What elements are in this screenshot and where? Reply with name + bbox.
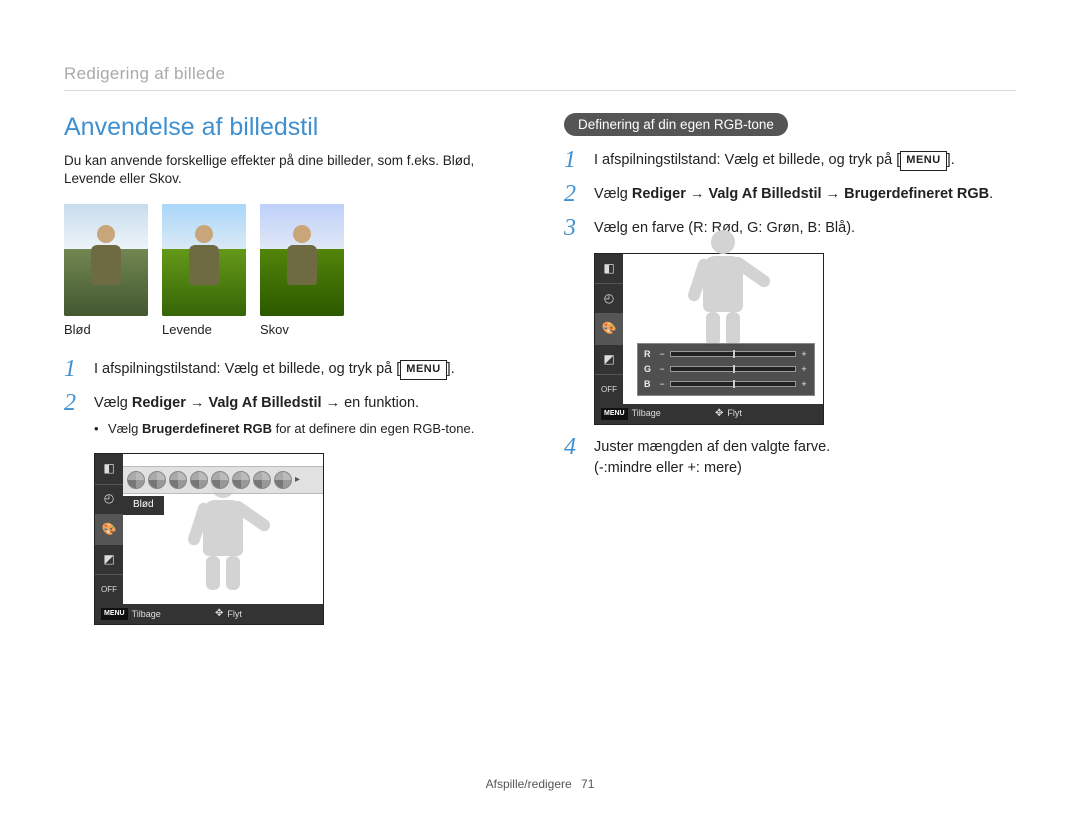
plus-icon: + — [800, 348, 808, 361]
arrow-icon: → — [190, 395, 205, 411]
thumb-labels: Blød Levende Skov — [64, 322, 504, 337]
menu-tag-icon: MENU — [601, 408, 628, 420]
step-text: ]. — [447, 361, 455, 377]
rgb-slider-panel: R − + G − + — [637, 343, 815, 396]
step-number: 1 — [564, 148, 582, 172]
label-levende: Levende — [162, 322, 246, 337]
step-text: Juster mængden af den valgte farve. — [594, 437, 1004, 458]
rotate-icon: ◴ — [95, 485, 123, 515]
nav-icon: ✥ — [215, 607, 223, 622]
minus-icon: − — [658, 363, 666, 376]
arrow-icon: → — [690, 186, 705, 202]
left-step-1: 1 I afspilningstilstand: Vælg et billede… — [64, 359, 504, 381]
thumb-blod — [64, 204, 148, 316]
rotate-icon: ◴ — [595, 284, 623, 314]
rgb-row-b: B − + — [644, 378, 808, 391]
substep: Vælg Brugerdefineret RGB for at definere… — [94, 420, 504, 439]
cam-footer: MENU Tilbage ✥ Flyt — [95, 604, 323, 624]
page-number: 71 — [581, 777, 594, 791]
label-blod: Blød — [64, 322, 148, 337]
silhouette-icon — [678, 230, 768, 350]
t: for at definere din egen RGB-tone. — [272, 421, 474, 436]
step-number: 4 — [564, 435, 582, 479]
bold: Rediger — [132, 395, 186, 411]
channel-label: R — [644, 348, 654, 361]
left-step-2: 2 Vælg Rediger → Valg Af Billedstil → en… — [64, 393, 504, 625]
step-text: ]. — [947, 152, 955, 168]
step-number: 2 — [564, 182, 582, 206]
step-text: Vælg — [94, 395, 132, 411]
back-label: Tilbage — [632, 407, 661, 420]
cam-footer: MENU Tilbage ✥ Flyt — [595, 404, 823, 424]
breadcrumb: Redigering af billede — [64, 64, 1016, 84]
camera-ui-rgb: ◧ ◴ 🎨 ◩ OFF — [594, 253, 824, 425]
camera-ui-styles: ◧ ◴ 🎨 ◩ OFF ▸ — [94, 453, 324, 625]
right-column: Definering af din egen RGB-tone 1 I afsp… — [564, 113, 1004, 637]
off-icon: OFF — [95, 575, 123, 604]
arrow-icon: → — [326, 395, 341, 411]
nav-icon: ✥ — [715, 407, 723, 422]
bold: Rediger — [632, 186, 686, 202]
bold: Brugerdefineret RGB — [844, 186, 989, 202]
plus-icon: + — [800, 378, 808, 391]
cam-sidebar: ◧ ◴ 🎨 ◩ OFF — [95, 454, 123, 604]
adjust-icon: ◩ — [595, 345, 623, 375]
move-label: Flyt — [227, 608, 242, 621]
step-number: 3 — [564, 216, 582, 425]
crop-icon: ◧ — [595, 254, 623, 284]
step-number: 2 — [64, 391, 82, 625]
bold: Valg Af Billedstil — [208, 395, 321, 411]
section-title: Anvendelse af billedstil — [64, 113, 504, 142]
bold: Valg Af Billedstil — [708, 186, 821, 202]
rgb-row-g: G − + — [644, 363, 808, 376]
style-swatch-row: ▸ — [123, 466, 323, 494]
channel-label: B — [644, 378, 654, 391]
menu-tag-icon: MENU — [101, 608, 128, 620]
back-label: Tilbage — [132, 608, 161, 621]
plus-icon: + — [800, 363, 808, 376]
arrow-icon: → — [826, 186, 841, 202]
menu-button-label: MENU — [400, 360, 446, 380]
minus-icon: − — [658, 348, 666, 361]
step-text: Vælg — [594, 186, 632, 202]
footer-section: Afspille/redigere — [486, 777, 572, 791]
step-text: . — [989, 186, 993, 202]
palette-icon: 🎨 — [95, 515, 123, 545]
bold: Brugerdefineret RGB — [142, 421, 272, 436]
adjust-icon: ◩ — [95, 545, 123, 575]
right-step-1: 1 I afspilningstilstand: Vælg et billede… — [564, 150, 1004, 172]
step-text: I afspilningstilstand: Vælg et billede, … — [594, 152, 900, 168]
off-icon: OFF — [595, 375, 623, 404]
step-text: I afspilningstilstand: Vælg et billede, … — [94, 361, 400, 377]
style-thumbnails — [64, 204, 504, 316]
left-column: Anvendelse af billedstil Du kan anvende … — [64, 113, 504, 637]
intro-text: Du kan anvende forskellige effekter på d… — [64, 152, 504, 188]
step-text: (-:mindre eller +: mere) — [594, 458, 1004, 479]
palette-icon: 🎨 — [595, 314, 623, 344]
subsection-pill: Definering af din egen RGB-tone — [564, 113, 788, 136]
step-text: en funktion. — [344, 395, 419, 411]
cam-sidebar: ◧ ◴ 🎨 ◩ OFF — [595, 254, 623, 404]
slider-track — [670, 381, 796, 387]
slider-track — [670, 366, 796, 372]
step-number: 1 — [64, 357, 82, 381]
right-step-3: 3 Vælg en farve (R: Rød, G: Grøn, B: Blå… — [564, 218, 1004, 425]
thumb-skov — [260, 204, 344, 316]
minus-icon: − — [658, 378, 666, 391]
divider — [64, 90, 1016, 91]
channel-label: G — [644, 363, 654, 376]
selected-style-label: Blød — [123, 496, 164, 515]
right-step-2: 2 Vælg Rediger → Valg Af Billedstil → Br… — [564, 184, 1004, 206]
label-skov: Skov — [260, 322, 344, 337]
right-step-4: 4 Juster mængden af den valgte farve. (-… — [564, 437, 1004, 479]
rgb-row-r: R − + — [644, 348, 808, 361]
move-label: Flyt — [727, 407, 742, 420]
page-footer: Afspille/redigere 71 — [0, 777, 1080, 791]
t: Vælg — [108, 421, 142, 436]
slider-track — [670, 351, 796, 357]
thumb-levende — [162, 204, 246, 316]
menu-button-label: MENU — [900, 151, 946, 171]
crop-icon: ◧ — [95, 454, 123, 484]
